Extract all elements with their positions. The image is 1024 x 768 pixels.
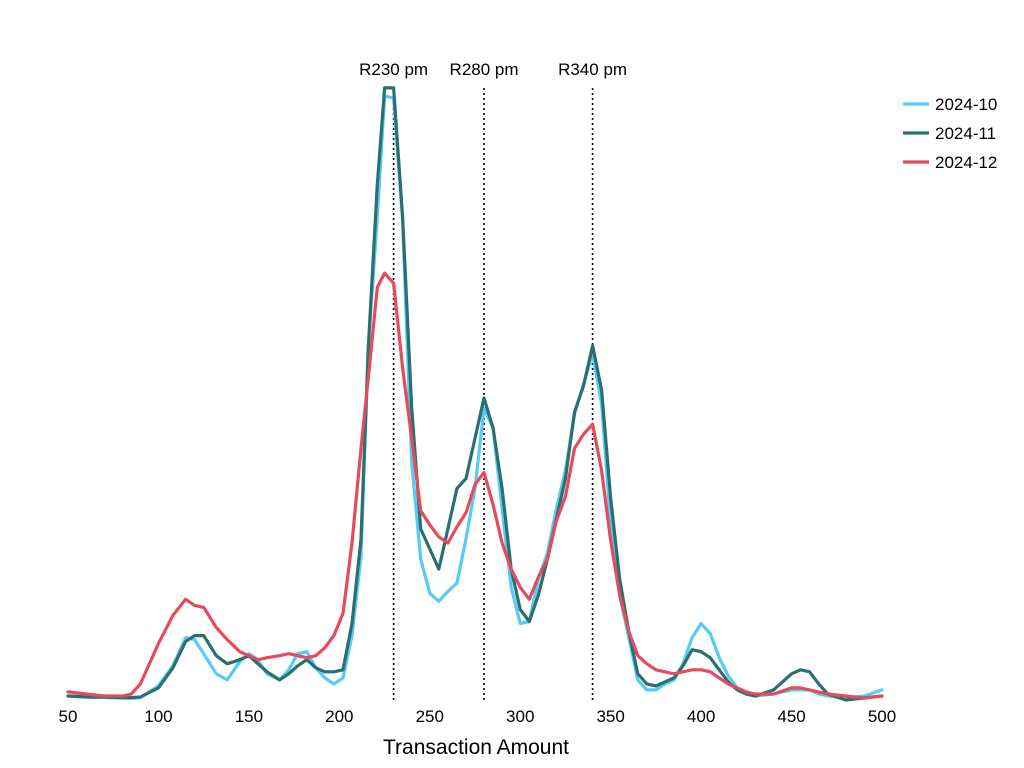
legend: 2024-10 2024-11 2024-12 xyxy=(903,95,997,172)
x-tick-label: 50 xyxy=(59,707,78,726)
reference-line-label: R230 pm xyxy=(359,60,428,79)
reference-line-label: R340 pm xyxy=(558,60,627,79)
x-tick-label: 450 xyxy=(777,707,805,726)
reference-lines: R230 pm R280 pm R340 pm xyxy=(359,60,627,700)
x-tick-label: 200 xyxy=(325,707,353,726)
x-axis-title: Transaction Amount xyxy=(383,736,569,759)
series-line-2024-12 xyxy=(66,271,884,700)
series-lines xyxy=(66,86,884,702)
reference-line-label: R280 pm xyxy=(450,60,519,79)
x-tick-label: 500 xyxy=(868,707,896,726)
x-tick-label: 100 xyxy=(144,707,172,726)
x-tick-label: 300 xyxy=(506,707,534,726)
legend-label: 2024-11 xyxy=(935,124,996,143)
legend-label: 2024-12 xyxy=(935,153,997,172)
x-axis-ticks: 50 100 150 200 250 300 350 400 450 500 xyxy=(59,707,897,726)
x-tick-label: 350 xyxy=(596,707,624,726)
legend-label: 2024-10 xyxy=(935,95,997,114)
series-line-2024-11 xyxy=(66,86,884,702)
series-line-2024-10 xyxy=(66,94,884,701)
x-tick-label: 150 xyxy=(235,707,263,726)
x-tick-label: 250 xyxy=(416,707,444,726)
x-tick-label: 400 xyxy=(687,707,715,726)
